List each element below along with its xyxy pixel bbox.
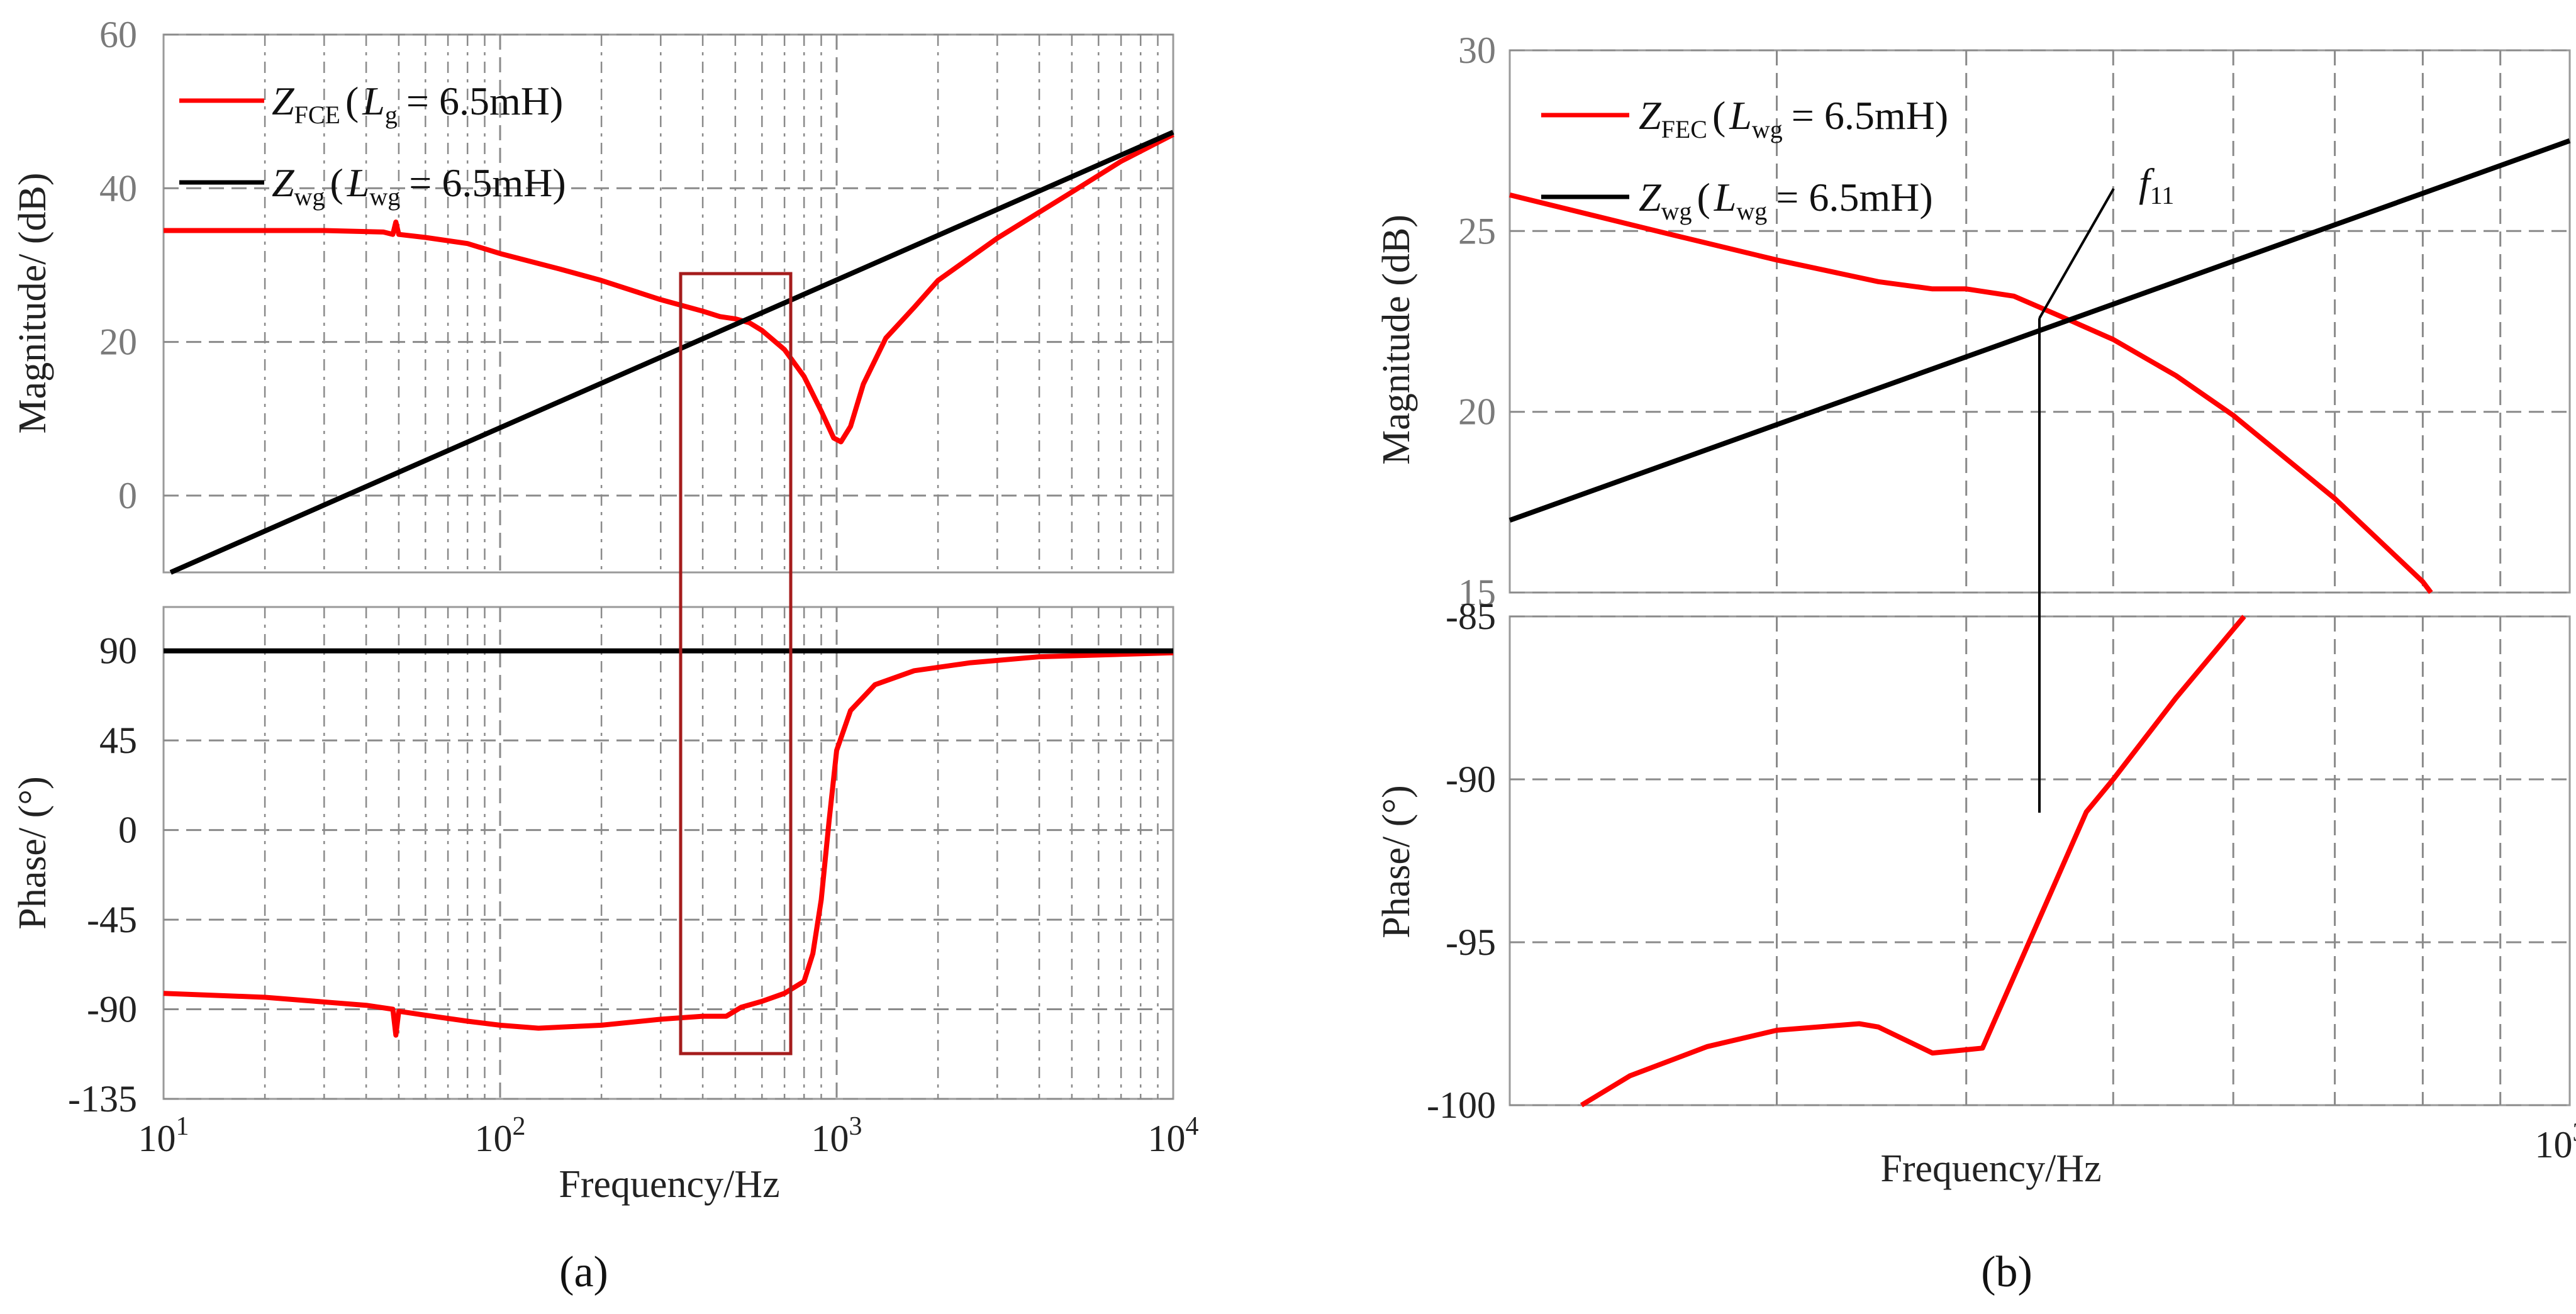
panel-b-phase-series <box>1580 615 2246 1108</box>
panel-a-phase-ytick-label: 90 <box>99 630 137 672</box>
panel-a-legend: ZFCE (Lg = 6.5mH) Zwg (Lwg = 6.5mH) <box>179 79 566 211</box>
panel-a-phase-series <box>163 648 1174 1038</box>
panel-a-phase-ytick-label: 0 <box>118 810 137 851</box>
panel-a-magnitude-series <box>164 130 1174 575</box>
panel-a-legend-label-black: Zwg (Lwg = 6.5mH) <box>272 160 566 211</box>
panel-a-xtick-label: 102 <box>475 1112 526 1159</box>
panel-a-phase-line-zfce <box>163 650 1174 1038</box>
panel-b-magnitude-ytick-label: 15 <box>1458 572 1496 613</box>
panel-a-magnitude-line-zwg <box>169 130 1174 575</box>
panel-a-magnitude-line-zfce <box>164 132 1174 445</box>
panel-a-magnitude-ytick-label: 20 <box>99 321 137 363</box>
panel-a-phase-grid <box>164 607 1173 1100</box>
panel-a-xticks: 101 102 103 104 <box>138 1112 1199 1159</box>
panel-b: 30 25 20 15 -85 -90 -95 -100 103 f11 Magnitude… <box>1375 30 2576 1296</box>
panel-b-phase-ytick-label: -95 <box>1446 921 1496 963</box>
panel-b-magnitude-ytick-label: 25 <box>1458 210 1496 252</box>
panel-a-phase-frame <box>162 606 1174 1100</box>
panel-b-magnitude-ylabel: Magnitude (dB) <box>1375 214 1418 465</box>
panel-a-phase-ylabel: Phase/ (°) <box>11 776 54 929</box>
panel-a-xtick-label: 101 <box>138 1112 189 1159</box>
panel-b-magnitude-yticks: 30 25 20 15 <box>1458 30 1496 613</box>
panel-b-xticks: 103 <box>2535 1118 2576 1166</box>
panel-a-magnitude-ytick-label: 40 <box>99 167 137 209</box>
panel-a-highlight-box <box>679 272 793 1055</box>
panel-b-magnitude-line-zfec <box>1509 192 2433 594</box>
panel-a-phase-yticks: 90 45 0 -45 -90 -135 <box>68 630 137 1120</box>
panel-b-legend-label-black: Zwg (Lwg = 6.5mH) <box>1639 175 1933 225</box>
panel-a-phase-ytick-label: -135 <box>68 1078 137 1120</box>
panel-b-phase-ytick-label: -85 <box>1446 596 1496 637</box>
panel-b-f11-label: f11 <box>2139 160 2174 209</box>
panel-a-phase-ytick-label: -90 <box>87 989 137 1030</box>
panel-b-phase-line-zfec <box>1580 615 2246 1108</box>
panel-a-magnitude-yticks: 0 20 40 60 <box>99 14 137 516</box>
panel-b-caption: (b) <box>1981 1248 2032 1296</box>
panel-a-magnitude-ytick-label: 60 <box>99 14 137 55</box>
panel-a: 0 20 40 60 90 45 0 -45 -90 -135 101 102 103 104 Mag… <box>11 14 1199 1296</box>
panel-b-magnitude-ytick-label: 30 <box>1458 30 1496 71</box>
panel-a-xtick-label: 103 <box>811 1112 862 1159</box>
panel-b-legend: ZFEC (Lwg = 6.5mH) Zwg (Lwg = 6.5mH) <box>1541 93 1948 225</box>
panel-b-phase-yticks: -85 -90 -95 -100 <box>1427 596 1496 1126</box>
panel-b-xlabel: Frequency/Hz <box>1880 1147 2101 1190</box>
panel-a-magnitude-ylabel: Magnitude/ (dB) <box>11 173 54 434</box>
panel-b-phase-ytick-label: -90 <box>1446 759 1496 800</box>
panel-a-phase-ytick-label: -45 <box>87 899 137 940</box>
panel-a-xlabel: Frequency/Hz <box>559 1163 779 1206</box>
panel-a-phase-ytick-label: 45 <box>99 720 137 761</box>
panel-a-caption: (a) <box>559 1248 608 1296</box>
panel-b-xtick-label: 103 <box>2535 1118 2576 1166</box>
panel-a-legend-label-red: ZFCE (Lg = 6.5mH) <box>272 79 563 129</box>
panel-b-phase-ytick-label: -100 <box>1427 1084 1496 1126</box>
panel-b-magnitude-ytick-label: 20 <box>1458 391 1496 433</box>
panel-b-phase-ylabel: Phase/ (°) <box>1375 785 1418 938</box>
panel-b-f11-leader <box>2038 188 2115 319</box>
panel-b-legend-label-red: ZFEC (Lwg = 6.5mH) <box>1639 93 1948 143</box>
panel-a-xtick-label: 104 <box>1148 1112 1199 1159</box>
panel-a-magnitude-grid <box>164 33 1173 572</box>
panel-a-magnitude-ytick-label: 0 <box>118 475 137 516</box>
